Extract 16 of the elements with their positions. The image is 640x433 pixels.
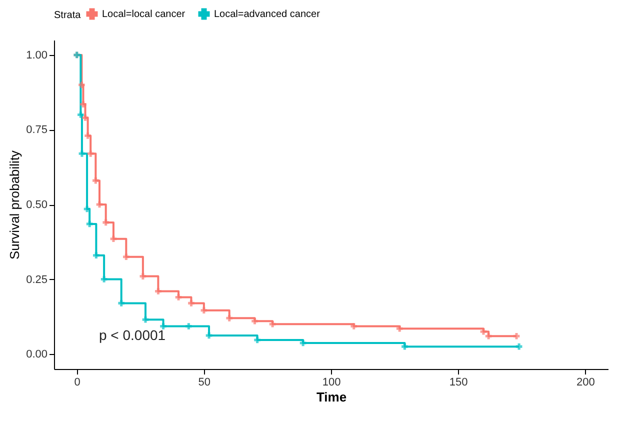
x-tick-label: 100: [322, 376, 341, 388]
y-axis-title: Survival probability: [7, 150, 22, 260]
x-axis-title: Time: [316, 390, 347, 404]
y-tick-label: 0.00: [26, 348, 48, 361]
y-tick-label: 0.50: [26, 199, 48, 211]
x-tick-label: 150: [449, 376, 468, 388]
y-tick-label: 0.25: [26, 274, 48, 286]
x-tick-label: 50: [198, 376, 211, 388]
legend-label: Local=advanced cancer: [214, 9, 321, 20]
annotation: p < 0.0001: [99, 327, 166, 344]
legend-title: Strata: [54, 10, 82, 21]
y-tick-label: 1.00: [26, 49, 48, 62]
x-tick-label: 200: [576, 376, 595, 388]
legend-label: Local=local cancer: [102, 9, 186, 20]
x-tick-label: 0: [74, 376, 80, 388]
y-tick-label: 0.75: [26, 124, 48, 136]
